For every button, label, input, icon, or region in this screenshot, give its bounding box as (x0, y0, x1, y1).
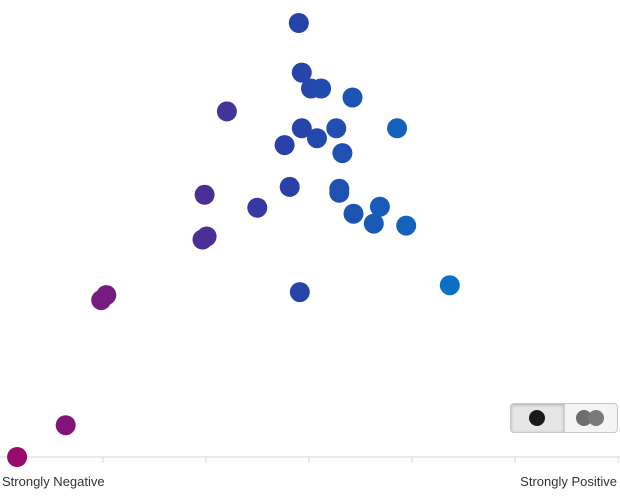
data-point[interactable] (91, 290, 112, 311)
data-point[interactable] (7, 447, 28, 467)
data-point[interactable] (291, 118, 312, 139)
x-axis (0, 456, 620, 463)
data-points (7, 13, 460, 467)
single-view-button[interactable] (511, 404, 564, 432)
data-point[interactable] (329, 182, 350, 203)
data-point[interactable] (55, 415, 76, 436)
data-point[interactable] (192, 229, 213, 250)
double-dot-icon (575, 410, 606, 426)
view-toggle (510, 403, 618, 433)
data-point[interactable] (279, 176, 300, 197)
data-point[interactable] (387, 118, 408, 139)
x-axis-label-positive: Strongly Positive (520, 474, 617, 489)
data-point[interactable] (396, 215, 417, 236)
data-point[interactable] (288, 13, 309, 33)
data-point[interactable] (289, 282, 310, 303)
data-point[interactable] (369, 196, 390, 217)
data-point[interactable] (342, 87, 363, 108)
data-point[interactable] (216, 101, 237, 122)
data-point[interactable] (194, 184, 215, 205)
data-point[interactable] (363, 213, 384, 234)
single-dot-icon (529, 410, 546, 426)
x-axis-label-negative: Strongly Negative (2, 474, 105, 489)
data-point[interactable] (343, 203, 364, 224)
compare-view-button[interactable] (563, 404, 618, 432)
data-point[interactable] (332, 143, 353, 164)
data-point[interactable] (307, 128, 327, 149)
data-point[interactable] (326, 118, 347, 139)
data-point[interactable] (311, 78, 332, 99)
data-point[interactable] (439, 275, 460, 296)
data-point[interactable] (274, 135, 295, 156)
data-point[interactable] (291, 62, 312, 83)
data-point[interactable] (247, 197, 268, 218)
